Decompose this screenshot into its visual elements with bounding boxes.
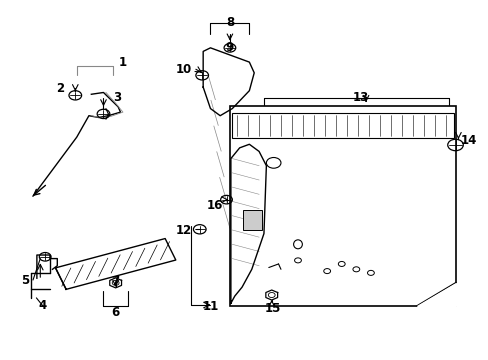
Text: 7: 7: [111, 275, 120, 288]
Text: 9: 9: [225, 41, 234, 54]
Text: 2: 2: [56, 82, 64, 95]
Text: 10: 10: [175, 63, 192, 76]
Text: 15: 15: [264, 302, 280, 315]
Polygon shape: [416, 283, 455, 306]
Text: 13: 13: [352, 91, 368, 104]
Bar: [243, 210, 262, 230]
Bar: [232, 113, 453, 138]
Text: 6: 6: [111, 306, 120, 319]
Text: 5: 5: [21, 274, 30, 287]
Text: 3: 3: [113, 91, 121, 104]
Text: 4: 4: [39, 299, 47, 312]
Text: 8: 8: [225, 16, 234, 29]
Text: 11: 11: [202, 300, 218, 313]
Text: 16: 16: [206, 198, 222, 212]
Bar: [229, 106, 455, 306]
Text: 1: 1: [119, 55, 127, 69]
Text: 12: 12: [175, 224, 192, 237]
Text: 14: 14: [460, 134, 476, 147]
